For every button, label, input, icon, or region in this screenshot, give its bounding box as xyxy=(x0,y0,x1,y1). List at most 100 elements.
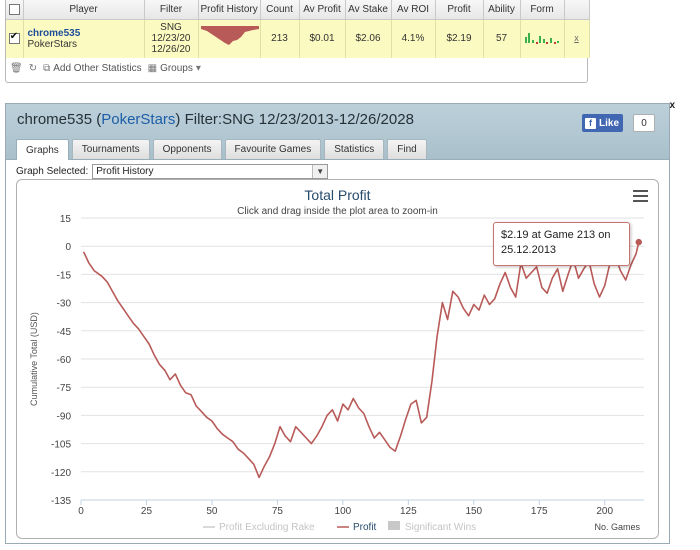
remove-row-button[interactable]: x xyxy=(574,33,579,44)
table-row[interactable]: chrome535 PokerStars SNG 12/23/20 12/26/… xyxy=(6,19,590,58)
x-tick-label: 150 xyxy=(465,506,482,517)
chart-tooltip: $2.19 at Game 213 on 25.12.2013 xyxy=(493,222,630,266)
filter-end-date: 12/26/20 xyxy=(151,44,191,56)
tab-opponents[interactable]: Opponents xyxy=(152,139,222,159)
form-bars-chart xyxy=(525,33,559,45)
y-tick-label: -75 xyxy=(57,383,72,394)
y-tick-label: -45 xyxy=(57,327,72,338)
y-tick-label: 0 xyxy=(65,242,71,253)
filter-game-type: SNG xyxy=(160,22,182,34)
tab-graphs[interactable]: Graphs xyxy=(16,139,69,160)
column-header-ability[interactable]: Ability xyxy=(483,0,521,20)
legend-item-profit: Profit xyxy=(353,522,377,533)
profit-chart-container[interactable]: Total Profit Click and drag inside the pl… xyxy=(16,179,659,539)
x-tick-label: 200 xyxy=(596,506,613,517)
column-header-count[interactable]: Count xyxy=(260,0,300,20)
table-toolbar: 🗑 ↻ ⧉ Add Other Statistics ▦ Groups ▾ xyxy=(6,58,587,79)
player-cell[interactable]: chrome535 PokerStars xyxy=(23,19,145,58)
select-all-checkbox[interactable] xyxy=(8,3,20,15)
graph-select-label: Graph Selected: xyxy=(16,166,89,177)
row-select-cell[interactable] xyxy=(6,19,24,58)
x-tick-label: 25 xyxy=(141,506,153,517)
groups-label: Groups xyxy=(160,63,193,74)
y-axis-label: Cumulative Total (USD) xyxy=(29,312,39,406)
add-other-statistics-button[interactable]: ⧉ Add Other Statistics xyxy=(43,63,142,74)
groups-icon: ▦ xyxy=(147,63,158,74)
chart-menu-icon[interactable] xyxy=(633,190,648,205)
title-open-paren: ( xyxy=(96,111,102,128)
panel-header: chrome535 (PokerStars) Filter:SNG 12/23/… xyxy=(6,100,675,160)
add-stats-icon: ⧉ xyxy=(43,63,51,74)
refresh-icon[interactable]: ↻ xyxy=(28,63,38,74)
x-tick-label: 175 xyxy=(531,506,548,517)
table-header-row: Player Filter Profit History Count Av Pr… xyxy=(6,0,590,20)
form-bar xyxy=(539,36,541,44)
y-tick-label: 15 xyxy=(60,214,72,225)
facebook-like-button[interactable]: f Like xyxy=(582,114,623,132)
player-site: PokerStars xyxy=(27,38,77,50)
profit-cell: $2.19 xyxy=(435,19,484,58)
y-tick-label: -90 xyxy=(57,411,72,422)
x-tick-label: 75 xyxy=(272,506,284,517)
form-bar xyxy=(532,40,534,44)
column-header-av-profit[interactable]: Av Profit xyxy=(299,0,346,20)
y-tick-label: -60 xyxy=(57,355,72,366)
row-checkbox[interactable] xyxy=(8,31,20,45)
y-tick-label: -135 xyxy=(51,496,71,507)
add-other-statistics-label: Add Other Statistics xyxy=(53,63,142,74)
sparkline-chart xyxy=(200,26,259,46)
y-tick-label: -120 xyxy=(51,468,71,479)
x-tick-label: 0 xyxy=(78,506,84,517)
form-bar xyxy=(557,41,559,44)
av-roi-cell: 4.1% xyxy=(391,19,436,58)
tab-favourite-games[interactable]: Favourite Games xyxy=(224,139,322,159)
column-header-filter[interactable]: Filter xyxy=(144,0,199,20)
ability-cell: 57 xyxy=(483,19,521,58)
x-tick-label: 50 xyxy=(206,506,218,517)
column-header-av-roi[interactable]: Av ROI xyxy=(391,0,436,20)
panel-title: chrome535 (PokerStars) Filter:SNG 12/23/… xyxy=(17,111,414,128)
profit-chart[interactable]: Total Profit Click and drag inside the pl… xyxy=(17,180,658,538)
tab-statistics[interactable]: Statistics xyxy=(324,139,385,159)
column-header-profit[interactable]: Profit xyxy=(435,0,484,20)
select-all-column[interactable] xyxy=(6,0,24,20)
title-site-link[interactable]: PokerStars xyxy=(101,111,176,128)
groups-dropdown[interactable]: ▦ Groups ▾ xyxy=(148,63,201,74)
player-detail-panel: chrome535 (PokerStars) Filter:SNG 12/23/… xyxy=(5,100,675,544)
legend-item-sig-wins: Significant Wins xyxy=(405,522,476,533)
column-header-profit-history[interactable]: Profit History xyxy=(198,0,261,20)
graph-select-dropdown[interactable]: Profit History ▼ xyxy=(92,164,329,179)
x-axis-label: No. Games xyxy=(594,522,640,532)
legend-item-excl-rake: Profit Excluding Rake xyxy=(219,522,315,533)
form-bar xyxy=(525,37,527,44)
player-name[interactable]: chrome535 xyxy=(27,27,81,39)
profit-series-line xyxy=(82,241,640,479)
y-tick-label: -15 xyxy=(57,270,72,281)
tooltip-line-2: 25.12.2013 xyxy=(501,244,557,256)
tab-bar: Graphs Tournaments Opponents Favourite G… xyxy=(16,139,427,160)
form-bar xyxy=(528,33,530,44)
form-cell xyxy=(520,19,565,58)
legend-marker-sig-wins xyxy=(388,521,400,530)
column-header-form[interactable]: Form xyxy=(520,0,565,20)
form-bar xyxy=(554,42,556,45)
y-tick-label: -30 xyxy=(57,299,72,310)
chevron-down-icon: ▾ xyxy=(195,63,201,74)
title-filter: Filter:SNG 12/23/2013-12/26/2028 xyxy=(184,111,414,128)
remove-row-cell[interactable]: x xyxy=(564,19,590,58)
like-label: Like xyxy=(599,117,620,129)
title-close-paren: ) xyxy=(175,111,181,128)
tab-find[interactable]: Find xyxy=(387,139,427,159)
y-tick-label: -105 xyxy=(51,440,71,451)
form-bar xyxy=(536,42,538,45)
column-header-player[interactable]: Player xyxy=(23,0,145,20)
close-panel-button[interactable]: x xyxy=(669,100,675,111)
av-stake-cell: $2.06 xyxy=(345,19,392,58)
column-header-av-stake[interactable]: Av Stake xyxy=(345,0,392,20)
tab-tournaments[interactable]: Tournaments xyxy=(71,139,150,159)
x-tick-label: 125 xyxy=(400,506,417,517)
form-bar xyxy=(546,42,548,45)
like-count: 0 xyxy=(633,114,655,132)
player-table: Player Filter Profit History Count Av Pr… xyxy=(6,0,590,58)
trash-icon[interactable]: 🗑 xyxy=(10,63,23,74)
